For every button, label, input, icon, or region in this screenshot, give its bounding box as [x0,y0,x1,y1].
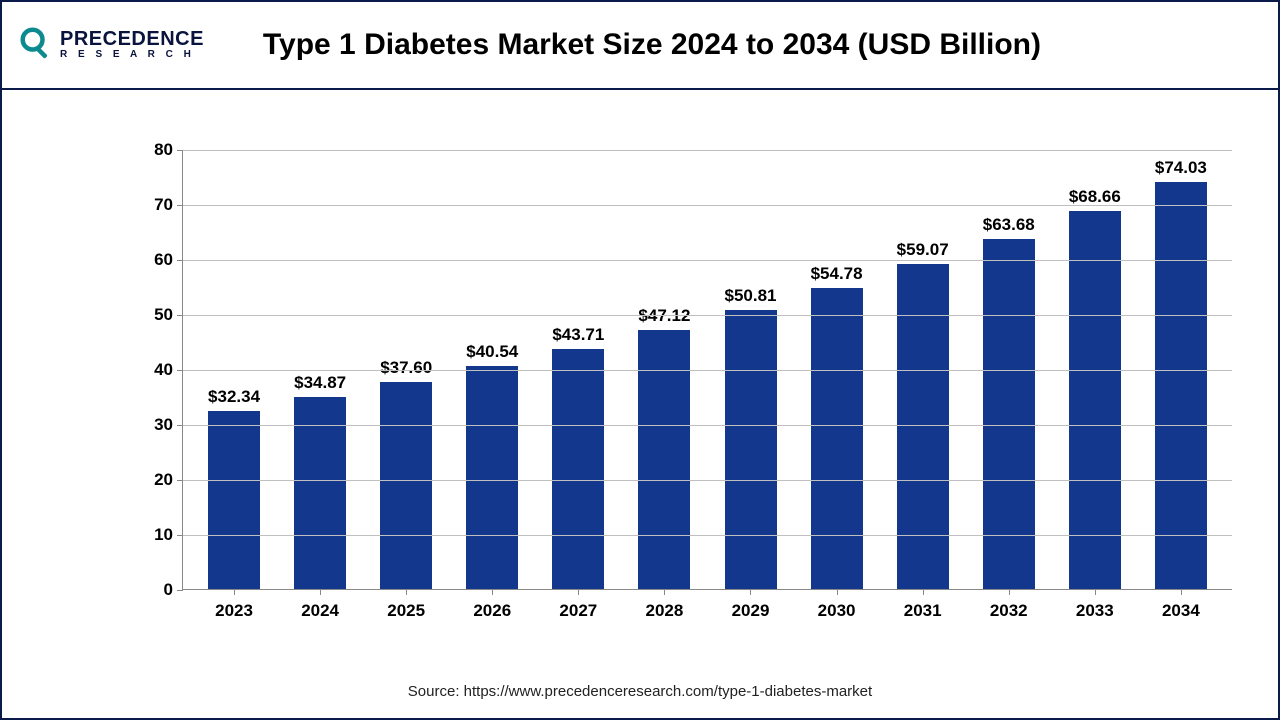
bar-value-label: $40.54 [466,342,518,362]
y-tick-label: 40 [133,360,183,380]
y-tick-label: 30 [133,415,183,435]
bar [1069,211,1121,589]
bar-value-label: $63.68 [983,215,1035,235]
y-tick-label: 80 [133,140,183,160]
gridline [183,480,1232,481]
plot-region: $32.342023$34.872024$37.602025$40.542026… [182,150,1232,590]
x-tick-mark [923,589,924,595]
x-tick-mark [1181,589,1182,595]
bar [897,264,949,589]
logo-text-block: PRECEDENCE R E S E A R C H [60,30,204,60]
y-tick-label: 60 [133,250,183,270]
bar-value-label: $74.03 [1155,158,1207,178]
gridline [183,150,1232,151]
bar-value-label: $37.60 [380,358,432,378]
y-tick-label: 0 [133,580,183,600]
y-tick-label: 50 [133,305,183,325]
x-tick-mark [750,589,751,595]
bar [983,239,1035,589]
bar-value-label: $54.78 [811,264,863,284]
gridline [183,260,1232,261]
bar [380,382,432,589]
brand-logo: PRECEDENCE R E S E A R C H [20,27,204,63]
chart-frame: PRECEDENCE R E S E A R C H Type 1 Diabet… [0,0,1280,720]
bar-value-label: $32.34 [208,387,260,407]
x-tick-mark [406,589,407,595]
bar-value-label: $43.71 [552,325,604,345]
source-citation: Source: https://www.precedenceresearch.c… [2,683,1278,700]
bar [638,330,690,589]
bar-value-label: $59.07 [897,240,949,260]
x-tick-mark [234,589,235,595]
bar [1155,182,1207,589]
bar [466,366,518,589]
chart-title: Type 1 Diabetes Market Size 2024 to 2034… [204,28,1260,62]
x-tick-mark [320,589,321,595]
bar-value-label: $34.87 [294,373,346,393]
gridline [183,205,1232,206]
bar [208,411,260,589]
x-tick-mark [837,589,838,595]
x-tick-mark [664,589,665,595]
brand-name: PRECEDENCE [60,30,204,49]
bar [552,349,604,589]
x-tick-mark [1095,589,1096,595]
gridline [183,315,1232,316]
y-tick-label: 20 [133,470,183,490]
y-tick-label: 70 [133,195,183,215]
gridline [183,535,1232,536]
brand-subtitle: R E S E A R C H [60,49,204,60]
gridline [183,370,1232,371]
bar [725,310,777,589]
x-tick-mark [578,589,579,595]
header: PRECEDENCE R E S E A R C H Type 1 Diabet… [2,2,1278,90]
bar [811,288,863,589]
x-tick-mark [1009,589,1010,595]
y-tick-label: 10 [133,525,183,545]
logo-icon [20,27,56,63]
chart-area: $32.342023$34.872024$37.602025$40.542026… [132,140,1242,630]
bar-value-label: $50.81 [725,286,777,306]
gridline [183,425,1232,426]
x-tick-mark [492,589,493,595]
